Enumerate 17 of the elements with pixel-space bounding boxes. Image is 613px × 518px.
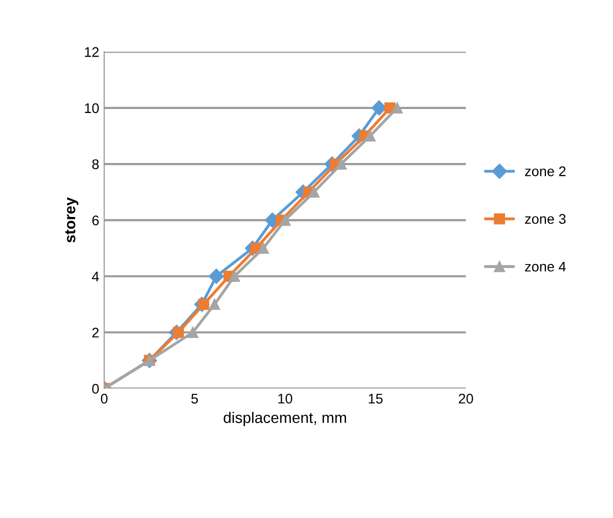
x-tick-label: 10 [278,394,292,404]
legend-label: zone 4 [525,262,566,272]
legend-label: zone 3 [525,214,566,224]
y-axis-title: storey [65,197,78,243]
x-tick-label: 5 [191,394,198,404]
x-tick-label: 0 [100,394,108,404]
y-tick-label: 8 [92,159,99,170]
y-tick-label: 0 [92,384,99,394]
y-tick-label: 12 [84,47,99,57]
x-axis-title: displacement, mm [224,412,346,426]
y-tick-label: 4 [92,272,99,282]
x-tick-label: 15 [368,394,383,404]
y-tick-label: 6 [92,215,99,226]
legend-label: zone 2 [525,166,566,176]
y-tick-label: 2 [92,328,99,338]
x-tick-label: 20 [458,394,474,404]
y-tick-label: 10 [84,103,99,114]
